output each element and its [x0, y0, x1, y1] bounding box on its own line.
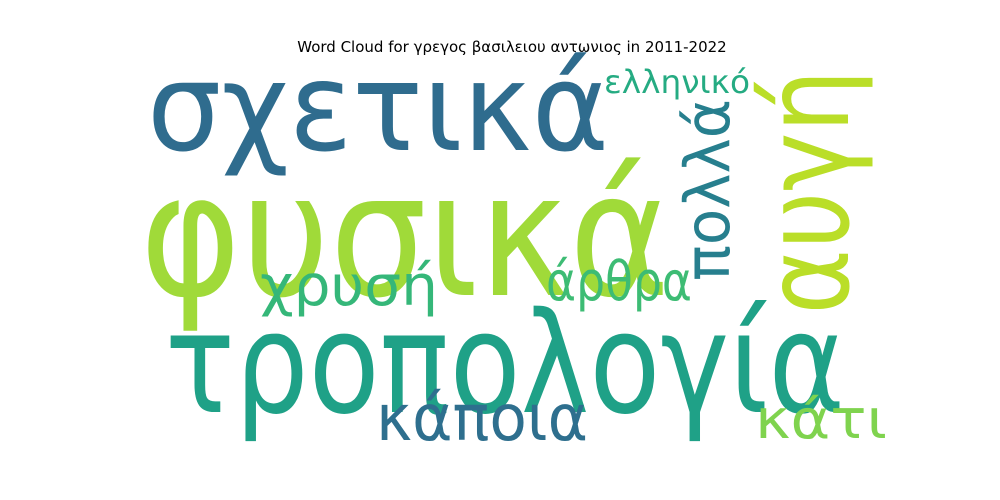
word-kapoia: κάποια [376, 382, 588, 456]
word-kati: κάτι [755, 388, 887, 451]
word-elliniko: ελληνικό [604, 63, 750, 101]
word-chrysi: χρυσή [260, 254, 438, 319]
word-fysika: φυσικά [140, 135, 670, 336]
word-arthra: άρθρα [546, 250, 692, 313]
word-avgi: αυγή [738, 69, 876, 314]
word-tropologia: τροπολογία [165, 283, 845, 446]
word-polla: πολλά [671, 99, 744, 281]
chart-title: Word Cloud for γρεγος βασιλειου αντωνιος… [297, 38, 726, 56]
word-schetika: σχετικά [147, 37, 609, 179]
